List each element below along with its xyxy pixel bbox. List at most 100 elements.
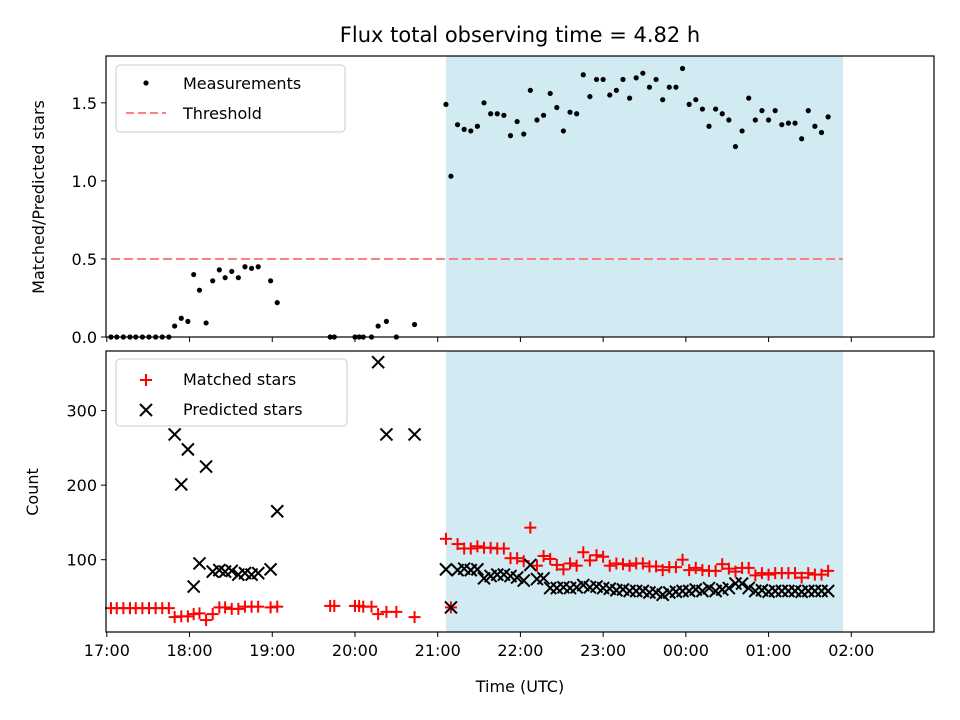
matched-star-point xyxy=(689,561,702,574)
measurement-point xyxy=(521,131,527,137)
matched-star-point xyxy=(271,600,284,613)
measurement-point xyxy=(746,95,752,101)
matched-star-point xyxy=(616,558,629,571)
measurement-point xyxy=(547,90,553,97)
predicted-star-point xyxy=(181,442,195,457)
count-y-ticks: 100 200 300 xyxy=(66,402,106,570)
matched-star-point xyxy=(439,532,452,545)
count-y-tick-label: 100 xyxy=(66,551,97,570)
measurement-point xyxy=(222,275,228,281)
x-tick-label: 18:00 xyxy=(166,641,212,660)
legend-predicted-label: Predicted stars xyxy=(183,400,303,419)
measurement-point xyxy=(732,143,739,150)
measurement-point xyxy=(792,120,798,126)
count-legend: Matched stars Predicted stars xyxy=(115,358,348,427)
measurement-point xyxy=(567,109,573,115)
matched-star-point xyxy=(557,563,570,576)
predicted-star-point xyxy=(722,581,736,595)
legend-matched-label: Matched stars xyxy=(183,370,296,389)
matched-star-point xyxy=(762,568,775,581)
measurement-point xyxy=(468,128,474,134)
matched-star-point xyxy=(524,521,537,534)
measurement-point xyxy=(779,122,785,128)
measurement-point xyxy=(185,318,191,324)
matched-star-point xyxy=(623,559,636,572)
measurement-point xyxy=(203,320,209,326)
measurement-point xyxy=(488,111,494,117)
matched-star-point xyxy=(590,549,603,562)
x-tick-label: 00:00 xyxy=(663,641,709,660)
measurement-point xyxy=(673,84,679,90)
matched-star-point xyxy=(564,557,577,570)
measurement-point xyxy=(706,123,712,129)
measurement-point xyxy=(242,264,248,270)
matched-star-point xyxy=(656,564,669,577)
matched-star-point xyxy=(577,546,590,559)
measurement-point xyxy=(600,76,606,83)
ratio-panel: 0.0 0.5 1.0 1.5 Matched/Predicted stars Mea… xyxy=(29,55,935,347)
measurement-point xyxy=(383,318,390,324)
matched-star-point xyxy=(181,610,194,623)
measurement-point xyxy=(765,117,772,123)
measurement-point xyxy=(494,111,500,117)
ratio-y-tick-label: 0.0 xyxy=(72,328,97,347)
measurement-point xyxy=(443,101,449,107)
matched-star-point xyxy=(162,602,175,615)
measurement-point xyxy=(660,97,666,103)
ratio-axes-frame xyxy=(105,55,935,338)
matched-star-point xyxy=(676,553,689,566)
x-tick-label: 02:00 xyxy=(828,641,874,660)
matched-star-point xyxy=(795,571,808,584)
predicted-star-point xyxy=(174,477,188,492)
predicted-star-point xyxy=(702,581,716,595)
predicted-star-point xyxy=(735,576,749,591)
count-axes-frame xyxy=(105,350,935,633)
predicted-star-point xyxy=(444,600,458,615)
ratio-legend-box xyxy=(115,64,346,133)
predicted-star-point xyxy=(263,562,278,577)
measurement-point xyxy=(620,76,626,83)
count-panel: 100 200 300 17:00 18:00 19:00 20:00 21:00 22:00… xyxy=(23,350,935,696)
predicted-star-point xyxy=(251,566,265,580)
matched-star-point xyxy=(252,600,265,613)
matched-star-point xyxy=(511,552,524,565)
legend-predicted-marker xyxy=(139,403,153,417)
measurement-point xyxy=(719,111,725,117)
measurement-point xyxy=(653,76,659,83)
ratio-y-tick-label: 1.5 xyxy=(72,94,97,113)
predicted-star-point xyxy=(225,564,239,578)
matched-star-point xyxy=(471,540,484,553)
measurement-point xyxy=(274,300,280,306)
predicted-star-point xyxy=(742,581,756,595)
x-tick-label: 20:00 xyxy=(332,641,378,660)
matched-star-point xyxy=(802,567,815,580)
measurement-point xyxy=(587,93,593,100)
matched-star-point xyxy=(497,542,510,555)
measurement-point xyxy=(268,278,274,284)
predicted-star-point xyxy=(439,562,453,577)
ratio-legend: Measurements Threshold xyxy=(115,64,346,133)
matched-star-point xyxy=(597,550,610,563)
x-tick-label: 19:00 xyxy=(249,641,295,660)
measurement-point xyxy=(255,264,261,270)
measurement-point xyxy=(693,97,699,103)
matched-star-point xyxy=(709,564,722,577)
measurement-point xyxy=(216,267,222,273)
measurement-point xyxy=(627,95,633,101)
matched-star-point xyxy=(451,538,464,551)
x-tick-label: 23:00 xyxy=(580,641,626,660)
matched-star-point xyxy=(650,560,663,573)
predicted-star-point xyxy=(407,427,422,442)
matched-star-point xyxy=(683,564,696,577)
count-x-ticks: 17:00 18:00 19:00 20:00 21:00 22:00 23:00 00:00… xyxy=(84,632,874,660)
measurement-point xyxy=(818,129,825,136)
measurement-point xyxy=(411,321,418,328)
matched-star-point xyxy=(219,601,232,614)
predicted-star-point xyxy=(536,571,551,586)
measurement-point xyxy=(461,126,467,132)
measurement-point xyxy=(501,112,507,118)
measurement-point xyxy=(633,75,639,81)
count-y-tick-label: 200 xyxy=(66,476,97,495)
measurement-point xyxy=(534,117,540,123)
